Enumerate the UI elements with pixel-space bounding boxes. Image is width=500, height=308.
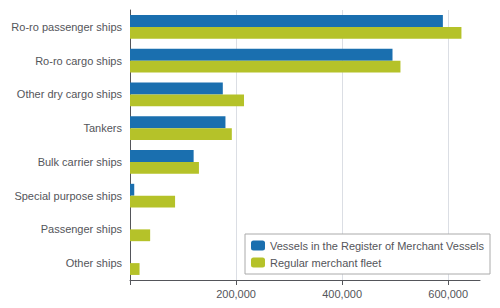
svg-text:Regular merchant fleet: Regular merchant fleet — [270, 257, 381, 269]
svg-text:Vessels in the Register of Mer: Vessels in the Register of Merchant Vess… — [270, 240, 484, 252]
svg-text:Special purpose ships: Special purpose ships — [14, 190, 122, 202]
svg-text:Other ships: Other ships — [66, 257, 123, 269]
svg-text:600,000: 600,000 — [428, 288, 468, 300]
svg-text:200,000: 200,000 — [216, 288, 256, 300]
svg-text:Tankers: Tankers — [83, 122, 122, 134]
svg-text:Other dry cargo ships: Other dry cargo ships — [17, 88, 123, 100]
svg-text:Passenger ships: Passenger ships — [41, 223, 123, 235]
svg-text:Ro-ro passenger ships: Ro-ro passenger ships — [11, 21, 122, 33]
svg-text:400,000: 400,000 — [322, 288, 362, 300]
svg-text:Bulk carrier ships: Bulk carrier ships — [38, 156, 123, 168]
svg-text:Ro-ro cargo ships: Ro-ro cargo ships — [35, 55, 122, 67]
